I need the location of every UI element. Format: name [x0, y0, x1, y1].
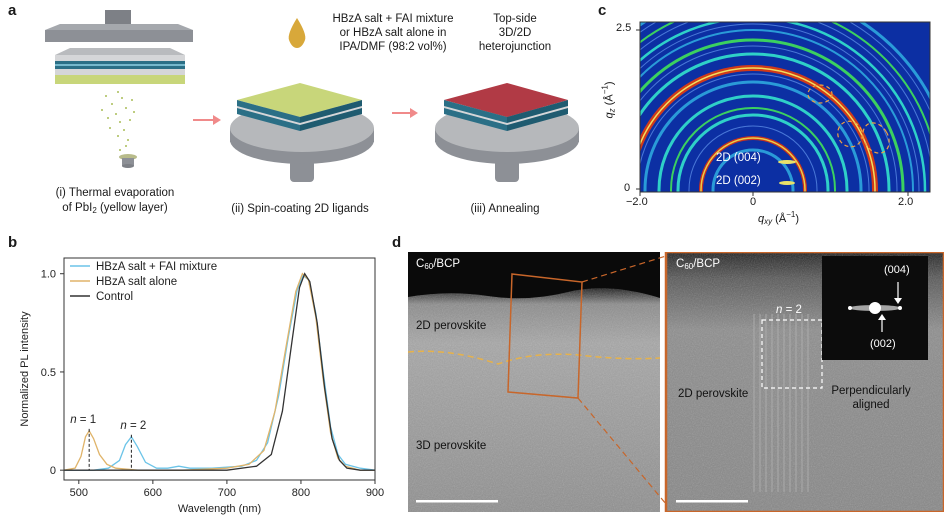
right-2d-label: 2D perovskite — [678, 388, 749, 400]
arrow-icon — [193, 115, 221, 125]
giwaxs-pattern — [636, 21, 931, 196]
x-tick-label: 700 — [218, 487, 236, 499]
step3-caption: (iii) Annealing — [470, 203, 540, 215]
c-xlabel: qxy (Å−1) — [758, 210, 799, 226]
series-line — [64, 272, 375, 471]
droplet-icon — [288, 18, 306, 48]
y-tick-label: 0.5 — [41, 367, 56, 379]
annotation-label: n = 1 — [70, 414, 96, 426]
arrow-icon — [392, 108, 418, 118]
annotation-label: n = 2 — [120, 420, 146, 432]
series-line — [64, 274, 376, 471]
c-ytick-top: 2.5 — [616, 22, 632, 34]
evaporator-illustration — [45, 10, 193, 168]
x-axis-label: Wavelength (nm) — [178, 503, 261, 515]
step2-caption: (ii) Spin-coating 2D ligands — [231, 203, 369, 215]
step1-caption: (i) Thermal evaporation of PbI2 (yellow … — [30, 186, 200, 218]
panel-d-letter: d — [392, 234, 402, 251]
legend-entry: HBzA salt alone — [96, 276, 177, 288]
aligned-line2: aligned — [852, 399, 890, 411]
ligand-solution-label: HBzA salt + FAI mixture or HBzA salt alo… — [318, 12, 468, 54]
legend-entry: Control — [96, 291, 133, 303]
x-tick-label: 900 — [366, 487, 384, 499]
peak-label-002: 2D (002) — [716, 175, 761, 187]
c-xtick-mid: 0 — [750, 196, 757, 208]
spin-coater-illustration — [230, 83, 374, 182]
aligned-line1: Perpendicularly — [831, 385, 911, 397]
panel-a-letter: a — [8, 2, 17, 19]
fft-004-label: (004) — [884, 264, 910, 276]
fft-002-label: (002) — [870, 338, 896, 350]
heterojunction-label: Top-side 3D/2D heterojunction — [470, 12, 560, 54]
ligand-label-line3: IPA/DMF (98:2 vol%) — [339, 41, 447, 53]
panel-c-letter: c — [598, 2, 607, 19]
peak-label-004: 2D (004) — [716, 152, 761, 164]
y-tick-label: 0 — [50, 465, 56, 477]
result-label-line1: Top-side — [493, 13, 537, 25]
plot-frame — [63, 257, 376, 481]
x-tick-label: 600 — [144, 487, 162, 499]
x-tick-label: 800 — [292, 487, 310, 499]
x-tick-label: 500 — [70, 487, 88, 499]
panel-a-schematic — [45, 10, 579, 182]
c-ytick-bottom: 0 — [624, 182, 631, 194]
series-line — [63, 272, 375, 471]
result-label-line3: heterojunction — [478, 41, 552, 53]
pl-chart: 500 600 700 800 900 0 0.5 1.0 Wavelength (nm) Nor… — [19, 257, 384, 515]
n2-label: n = 2 — [776, 304, 802, 316]
aligned-label: Perpendicularly aligned — [830, 384, 912, 412]
left-top-layer-label: C60/BCP — [416, 258, 461, 271]
y-tick-label: 1.0 — [41, 269, 56, 281]
right-top-layer-label: C60/BCP — [676, 258, 721, 271]
hotplate-illustration — [435, 83, 579, 182]
step1-caption-line1: (i) Thermal evaporation — [55, 187, 175, 199]
c-xtick-left: −2.0 — [626, 196, 648, 208]
tem-images — [408, 252, 944, 512]
panel-b-letter: b — [8, 234, 18, 251]
result-label-line2: 3D/2D — [498, 27, 532, 39]
legend-entry: HBzA salt + FAI mixture — [96, 261, 217, 273]
left-2d-label: 2D perovskite — [416, 320, 487, 332]
c-ylabel: qz (Å−1) — [600, 81, 617, 119]
ligand-label-line1: HBzA salt + FAI mixture — [332, 13, 454, 25]
left-3d-label: 3D perovskite — [416, 440, 487, 452]
ligand-label-line2: or HBzA salt alone in — [339, 27, 447, 39]
y-axis-label: Normalized PL intensity — [19, 311, 31, 427]
c-xtick-right: 2.0 — [898, 196, 914, 208]
step1-caption-line2: of PbI2 (yellow layer) — [62, 202, 168, 215]
